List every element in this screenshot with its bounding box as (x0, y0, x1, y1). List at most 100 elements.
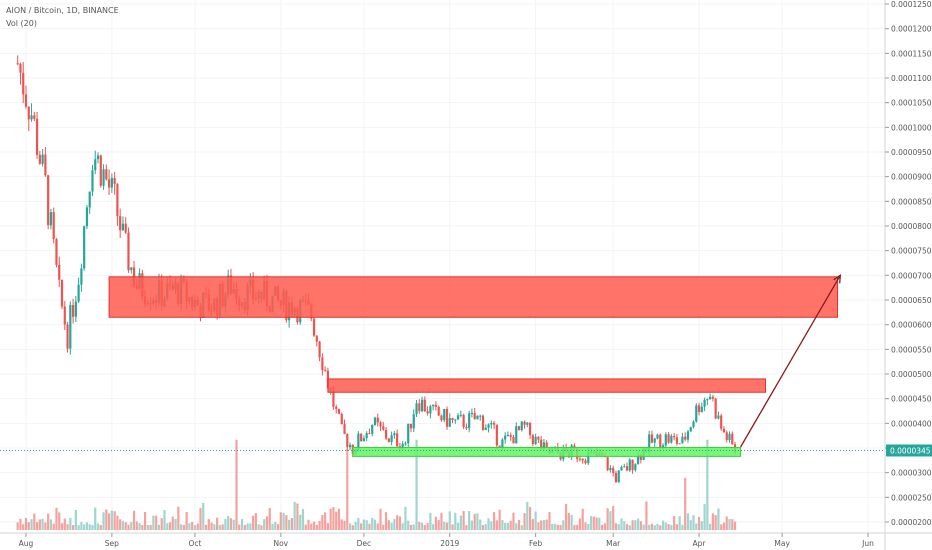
candle-body (456, 415, 460, 420)
arrow-head (833, 274, 842, 284)
candle-body (520, 421, 523, 431)
resistance-zone[interactable] (327, 378, 767, 393)
y-tick-label: 0.0000300 (891, 469, 932, 478)
volume-bar (373, 519, 377, 530)
volume-bar (96, 523, 100, 530)
volume-bar (711, 513, 714, 530)
volume-bar (182, 524, 185, 530)
candle-body (650, 434, 654, 443)
candle-body (443, 408, 446, 421)
volume-bar (686, 513, 690, 530)
chart-legend: AION / Bitcoin, 1D, BINANCE Vol (20) (6, 4, 119, 30)
time-axis[interactable]: Aug Sep Oct Nov Dec 2019 Feb Mar Apr May Jun (0, 532, 932, 548)
volume-bar (293, 501, 296, 530)
volume-bar (487, 518, 490, 530)
volume-bar (88, 524, 91, 530)
y-tick-label: 0.0000800 (891, 222, 932, 231)
volume-bar (443, 521, 446, 530)
volume-bar (196, 523, 199, 530)
volume-bar (288, 519, 291, 530)
candle-body (41, 154, 44, 164)
candle-body (24, 94, 28, 107)
volume-bar (290, 518, 293, 530)
volume-bar (542, 520, 546, 530)
candle-body (44, 154, 47, 176)
volume-bar (229, 518, 233, 530)
candle-body (105, 169, 108, 180)
volume-bar (396, 515, 399, 530)
volume-bar (661, 520, 665, 530)
volume-bar (706, 439, 709, 530)
volume-bar (149, 524, 152, 530)
price-axis[interactable]: 0.00002000.00002500.00003000.00003500.00… (884, 0, 932, 550)
candle-body (379, 422, 382, 427)
candle-body (387, 438, 390, 442)
volume-bar (515, 523, 518, 530)
volume-bar (412, 524, 415, 530)
y-tick-label: 0.0000250 (891, 493, 932, 502)
volume-bar (700, 521, 703, 530)
volume-bar (301, 509, 305, 530)
candle-body (83, 226, 86, 269)
support-zone[interactable] (352, 447, 742, 457)
candle-body (609, 467, 612, 471)
current-price-label: 0.0000345 (890, 446, 931, 455)
volume-bar (648, 524, 651, 530)
volume-bar (481, 525, 485, 530)
volume-bar (559, 524, 562, 530)
candle-body (434, 404, 438, 407)
volume-bar (340, 519, 343, 530)
candle-body (116, 183, 119, 217)
volume-bar (80, 521, 83, 530)
candle-body (722, 428, 726, 433)
resistance-zone[interactable] (108, 276, 839, 318)
volume-bar (678, 516, 681, 530)
candle-body (373, 417, 377, 425)
volume-bar (603, 523, 606, 530)
candle-body (700, 406, 703, 412)
volume-bar (235, 439, 238, 530)
volume-bar (332, 507, 335, 530)
x-tick-label: Feb (529, 539, 543, 548)
volume-bar (329, 508, 332, 530)
projection-arrow[interactable] (740, 275, 841, 448)
volume-bar (434, 516, 438, 530)
candle-body (614, 473, 618, 483)
x-tick-label: Dec (357, 539, 372, 548)
volume-bar (252, 515, 255, 530)
candle-body (412, 414, 415, 429)
volume-bar (168, 522, 172, 530)
candle-body (711, 396, 714, 399)
candle-body (420, 399, 424, 412)
candle-body (581, 458, 584, 461)
volume-bar (401, 523, 404, 530)
candle-body (362, 438, 366, 442)
volume-bar (617, 524, 620, 530)
candle-body (540, 439, 543, 449)
volume-bar (216, 517, 219, 530)
volume-bar (279, 512, 282, 530)
volume-bar (709, 523, 712, 530)
volume-bar (670, 524, 673, 530)
candle-body (371, 424, 374, 434)
candle-body (495, 424, 498, 446)
volume-bar (556, 524, 559, 530)
y-tick-label: 0.0001250 (891, 0, 932, 9)
candle-body (706, 399, 709, 401)
volume-bar (692, 515, 695, 530)
volume-bar (38, 519, 41, 530)
candle-body (678, 443, 681, 445)
candle-body (664, 434, 667, 446)
candle-body (512, 436, 515, 444)
y-tick-label: 0.0000950 (891, 148, 932, 157)
volume-bar (609, 511, 612, 530)
volume-bar (589, 516, 593, 530)
volume-bar (27, 522, 30, 530)
candle-body (470, 413, 474, 415)
volume-bar (534, 511, 537, 530)
candle-body (606, 457, 609, 471)
candle-body (623, 466, 626, 468)
candle-body (357, 433, 360, 450)
x-tick-label: Oct (188, 539, 201, 548)
